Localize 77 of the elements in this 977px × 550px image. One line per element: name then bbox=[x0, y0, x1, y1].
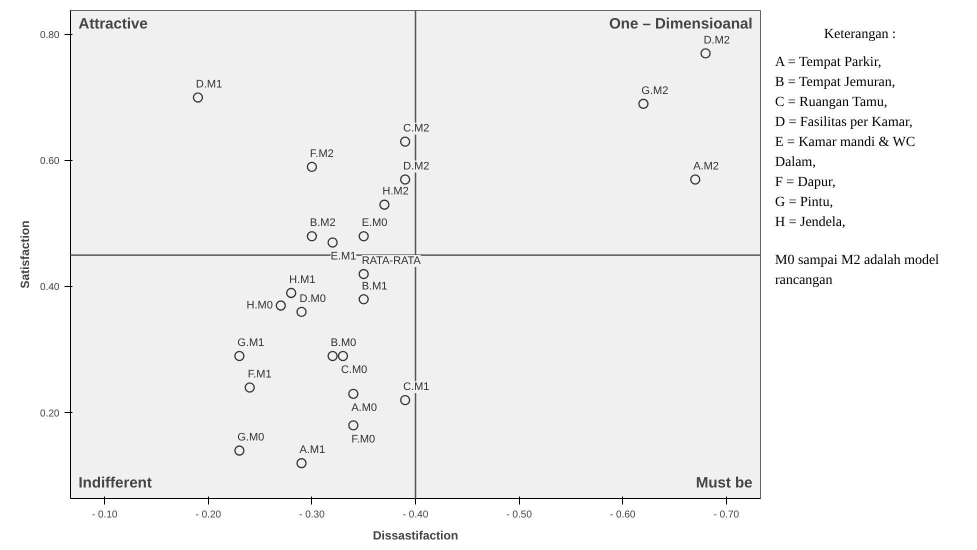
data-label: C.M1 bbox=[403, 381, 430, 394]
data-label: H.M1 bbox=[289, 274, 316, 286]
text: H = Jendela, bbox=[775, 214, 846, 232]
text: B = Tempat Jemuran, bbox=[775, 74, 896, 92]
point bbox=[327, 237, 338, 248]
data-label: C.M0 bbox=[340, 364, 368, 376]
data-label: B.M1 bbox=[362, 280, 388, 292]
text: A = Tempat Parkir, bbox=[775, 54, 882, 72]
data-label: B.M2 bbox=[310, 217, 336, 230]
y-tick-label: 0.80 bbox=[40, 30, 60, 41]
x-tick-label: - 0.40 bbox=[402, 510, 429, 520]
data-label: F.M2 bbox=[310, 148, 334, 160]
x-tick-label: - 0.60 bbox=[610, 510, 636, 520]
point bbox=[296, 306, 307, 318]
data-label: A.M1 bbox=[300, 444, 326, 456]
data-label: G.M0 bbox=[237, 432, 264, 444]
point bbox=[358, 268, 369, 280]
x-tick-label: - 0.20 bbox=[196, 510, 222, 520]
data-label: H.M0 bbox=[246, 300, 273, 312]
point bbox=[358, 231, 369, 242]
data-label: F.M1 bbox=[248, 368, 272, 381]
y-tick-label: 0.60 bbox=[40, 156, 60, 168]
x-tick-label: - 0.50 bbox=[506, 510, 532, 520]
data-label: G.M1 bbox=[237, 337, 264, 350]
annotation: One – Dimensioanal bbox=[609, 16, 753, 32]
point bbox=[348, 420, 358, 431]
text: E = Kamar mandi & WC Dalam, bbox=[775, 134, 916, 172]
annotation: Indifferent bbox=[78, 474, 152, 492]
x-tick-label: - 0.70 bbox=[714, 510, 740, 520]
text: M0 sampai M2 adalah model rancangan bbox=[775, 252, 940, 290]
annotation: Attractive bbox=[78, 16, 148, 32]
y-axis-title: Satisfaction bbox=[18, 220, 32, 289]
data-label: D.M1 bbox=[196, 78, 222, 91]
point bbox=[286, 288, 296, 298]
point bbox=[348, 388, 358, 399]
data-label: D.M0 bbox=[300, 292, 326, 305]
x-tick-label: - 0.10 bbox=[92, 510, 118, 520]
text: C = Ruangan Tamu, bbox=[775, 94, 888, 112]
y-tick-label: 0.40 bbox=[40, 282, 60, 294]
point bbox=[358, 294, 369, 304]
annotation: Must be bbox=[696, 474, 753, 492]
data-label: D.M2 bbox=[403, 160, 430, 172]
text: F = Dapur, bbox=[775, 174, 837, 192]
text: G = Pintu, bbox=[775, 194, 834, 212]
data-label: D.M2 bbox=[704, 34, 730, 46]
point bbox=[690, 174, 700, 185]
point bbox=[327, 350, 338, 362]
point bbox=[234, 350, 245, 362]
text: Keterangan : bbox=[823, 26, 897, 44]
point bbox=[338, 350, 348, 362]
data-label: RATA-RATA bbox=[362, 255, 422, 268]
point bbox=[234, 445, 245, 456]
data-label: G.M2 bbox=[641, 84, 668, 97]
point bbox=[296, 458, 307, 468]
point bbox=[192, 92, 204, 103]
data-label: A.M0 bbox=[351, 402, 378, 414]
point bbox=[638, 98, 649, 109]
data-label: B.M0 bbox=[330, 337, 356, 350]
data-label: E.M0 bbox=[362, 217, 388, 230]
point bbox=[400, 136, 410, 147]
data-label: A.M2 bbox=[693, 160, 719, 172]
data-label: H.M2 bbox=[382, 186, 409, 198]
data-label: C.M2 bbox=[403, 122, 430, 135]
point bbox=[306, 162, 318, 172]
x-tick-label: - 0.30 bbox=[299, 510, 326, 520]
y-tick-label: 0.20 bbox=[40, 408, 60, 420]
data-label: F.M0 bbox=[351, 433, 376, 446]
point bbox=[400, 174, 410, 185]
point bbox=[276, 300, 286, 311]
x-axis-title: Dissastifaction bbox=[372, 528, 458, 542]
point bbox=[244, 382, 255, 393]
point bbox=[700, 48, 711, 59]
point bbox=[306, 231, 318, 242]
point bbox=[400, 395, 410, 406]
point bbox=[379, 200, 390, 210]
text: D = Fasilitas per Kamar, bbox=[775, 114, 914, 132]
data-label: E.M1 bbox=[330, 250, 356, 263]
